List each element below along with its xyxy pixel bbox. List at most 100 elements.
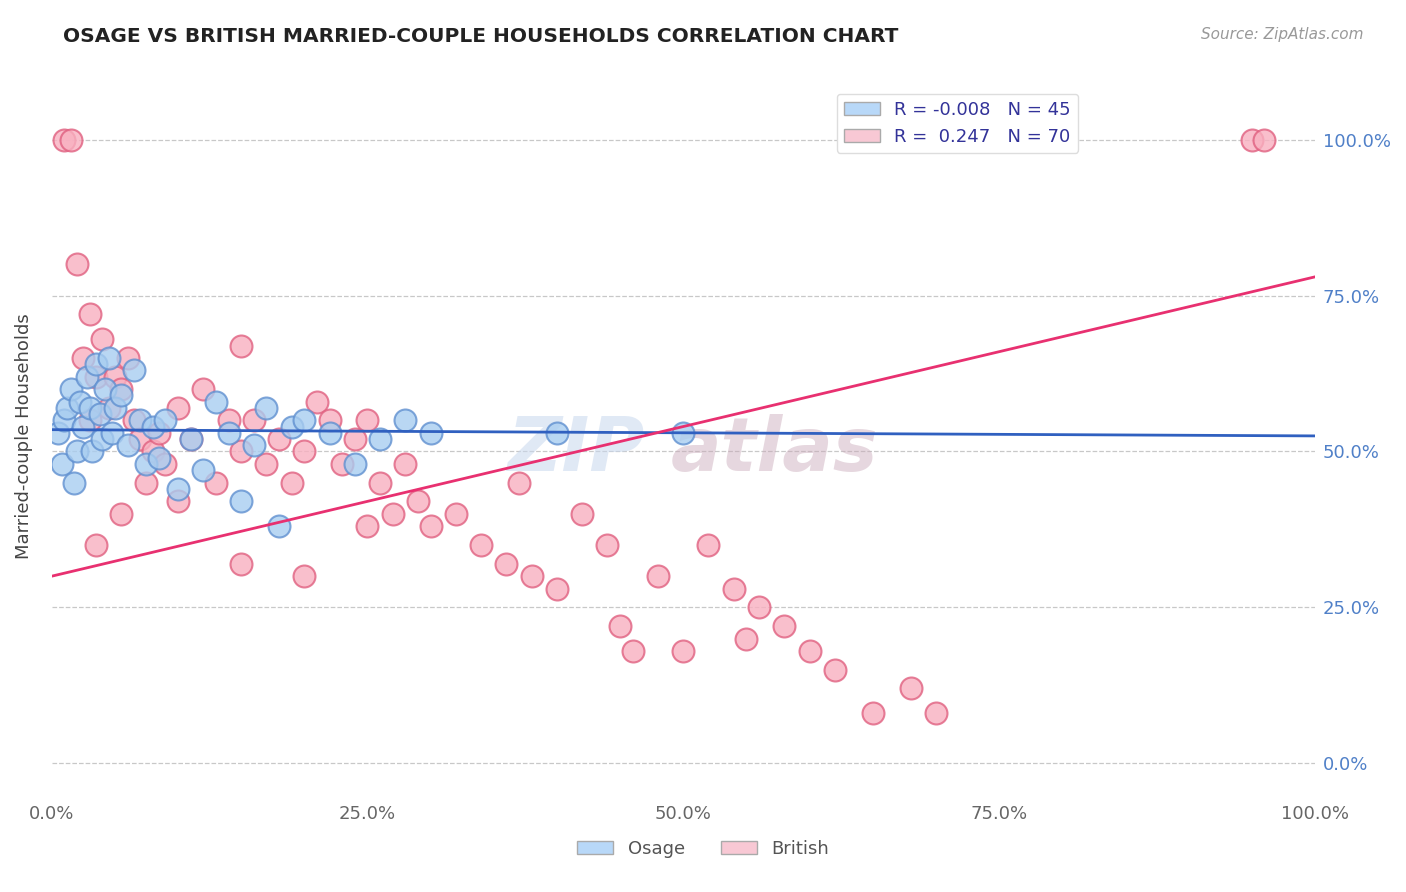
Point xyxy=(66,444,89,458)
Point xyxy=(748,600,770,615)
Point xyxy=(104,401,127,415)
Point xyxy=(318,413,340,427)
Y-axis label: Married-couple Households: Married-couple Households xyxy=(15,313,32,558)
Point xyxy=(1253,133,1275,147)
Point xyxy=(647,569,669,583)
Point xyxy=(824,663,846,677)
Point xyxy=(862,706,884,721)
Point xyxy=(205,394,228,409)
Point xyxy=(243,413,266,427)
Point xyxy=(155,457,177,471)
Point xyxy=(470,538,492,552)
Point xyxy=(193,463,215,477)
Point xyxy=(672,644,695,658)
Point xyxy=(91,332,114,346)
Legend: R = -0.008   N = 45, R =  0.247   N = 70: R = -0.008 N = 45, R = 0.247 N = 70 xyxy=(837,94,1078,153)
Point xyxy=(356,519,378,533)
Point xyxy=(495,557,517,571)
Point xyxy=(218,413,240,427)
Point xyxy=(292,444,315,458)
Point xyxy=(148,425,170,440)
Point xyxy=(79,307,101,321)
Point xyxy=(406,494,429,508)
Point xyxy=(609,619,631,633)
Point xyxy=(318,425,340,440)
Point xyxy=(53,133,76,147)
Point xyxy=(723,582,745,596)
Point xyxy=(735,632,758,646)
Point xyxy=(343,457,366,471)
Point xyxy=(343,432,366,446)
Point xyxy=(117,351,139,365)
Point xyxy=(59,133,82,147)
Point xyxy=(218,425,240,440)
Point xyxy=(72,419,94,434)
Point xyxy=(129,432,152,446)
Point xyxy=(117,438,139,452)
Point xyxy=(135,475,157,490)
Text: OSAGE VS BRITISH MARRIED-COUPLE HOUSEHOLDS CORRELATION CHART: OSAGE VS BRITISH MARRIED-COUPLE HOUSEHOL… xyxy=(63,27,898,45)
Point xyxy=(256,401,278,415)
Point xyxy=(394,457,416,471)
Point xyxy=(444,507,467,521)
Point xyxy=(180,432,202,446)
Point xyxy=(155,413,177,427)
Point xyxy=(280,419,302,434)
Point xyxy=(799,644,821,658)
Point xyxy=(110,388,132,402)
Point xyxy=(900,681,922,696)
Point xyxy=(292,413,315,427)
Point xyxy=(231,494,253,508)
Point xyxy=(571,507,593,521)
Point xyxy=(394,413,416,427)
Point xyxy=(122,363,145,377)
Point xyxy=(292,569,315,583)
Text: Source: ZipAtlas.com: Source: ZipAtlas.com xyxy=(1201,27,1364,42)
Point xyxy=(94,382,117,396)
Point xyxy=(97,351,120,365)
Point xyxy=(773,619,796,633)
Point xyxy=(256,457,278,471)
Point xyxy=(66,257,89,271)
Point xyxy=(381,507,404,521)
Point xyxy=(1240,133,1263,147)
Point xyxy=(46,425,69,440)
Point xyxy=(56,401,79,415)
Point xyxy=(79,401,101,415)
Point xyxy=(368,475,391,490)
Point xyxy=(63,475,86,490)
Point xyxy=(697,538,720,552)
Point xyxy=(546,582,568,596)
Point xyxy=(280,475,302,490)
Point xyxy=(193,382,215,396)
Point xyxy=(243,438,266,452)
Point xyxy=(231,338,253,352)
Point xyxy=(520,569,543,583)
Point xyxy=(167,482,190,496)
Point xyxy=(72,351,94,365)
Point xyxy=(231,444,253,458)
Point xyxy=(621,644,644,658)
Point xyxy=(231,557,253,571)
Point xyxy=(76,369,98,384)
Point xyxy=(110,382,132,396)
Text: ZIP: ZIP xyxy=(508,414,645,487)
Point xyxy=(356,413,378,427)
Point xyxy=(69,394,91,409)
Point xyxy=(84,357,107,371)
Point xyxy=(91,432,114,446)
Point xyxy=(419,519,441,533)
Point xyxy=(53,413,76,427)
Text: atlas: atlas xyxy=(671,414,879,487)
Point xyxy=(508,475,530,490)
Point xyxy=(419,425,441,440)
Point xyxy=(89,407,111,421)
Point xyxy=(110,507,132,521)
Point xyxy=(167,401,190,415)
Point xyxy=(79,413,101,427)
Point xyxy=(267,519,290,533)
Point xyxy=(101,425,124,440)
Point xyxy=(97,401,120,415)
Point xyxy=(180,432,202,446)
Point xyxy=(84,538,107,552)
